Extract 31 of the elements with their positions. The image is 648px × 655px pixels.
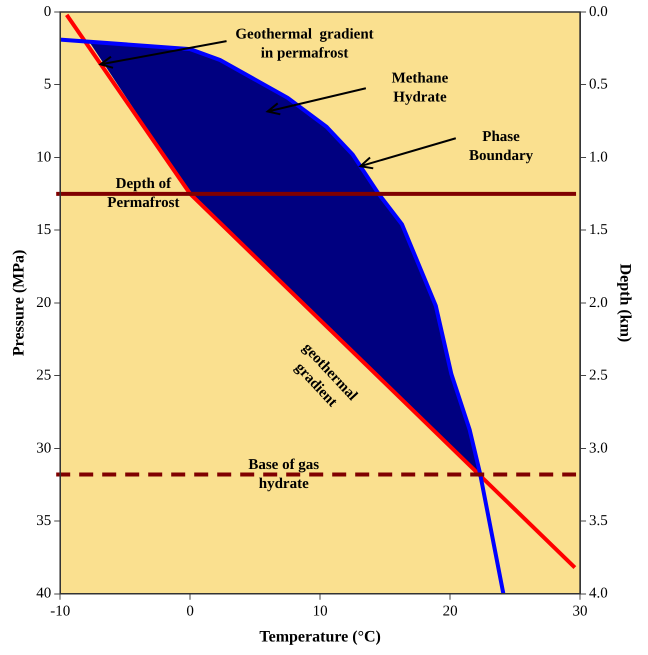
x-tick-label: 10 (312, 604, 328, 620)
annotation: Geothermal gradient in permafrost (235, 26, 374, 62)
x-tick-label: 30 (572, 604, 588, 620)
y2-tick-label: 4.0 (589, 586, 608, 602)
y2-axis-title: Depth (km) (616, 264, 634, 342)
y-tick-label: 35 (36, 513, 52, 530)
y-axis-title: Pressure (MPa) (10, 250, 28, 356)
y-tick-label: 10 (36, 149, 52, 166)
x-axis-title: Temperature (°C) (259, 628, 381, 646)
y2-tick-label: 3.5 (589, 513, 608, 530)
y2-tick-label: 0.5 (589, 76, 608, 93)
y-tick-label: 0 (44, 4, 52, 20)
ref-line-label: Base of gas hydrate (248, 456, 320, 492)
annotation: Phase Boundary (468, 128, 534, 164)
y2-tick-label: 3.0 (589, 440, 608, 456)
x-tick-label: 0 (186, 604, 194, 620)
y2-tick-label: 2.0 (589, 294, 608, 311)
x-tick-label: -10 (50, 604, 70, 620)
y-tick-label: 40 (36, 586, 52, 602)
x-tick-label: 20 (442, 604, 458, 620)
ref-line-label: Depth of Permafrost (107, 176, 180, 212)
y2-tick-label: 1.0 (589, 149, 608, 166)
annotation: Methane Hydrate (392, 70, 449, 106)
y2-tick-label: 2.5 (589, 368, 608, 384)
y-tick-label: 25 (36, 368, 52, 384)
y-tick-label: 15 (36, 222, 52, 238)
y2-tick-label: 0.0 (589, 4, 608, 20)
y-tick-label: 30 (36, 440, 52, 456)
y2-tick-label: 1.5 (589, 222, 608, 238)
y-tick-label: 5 (44, 76, 52, 93)
y-tick-label: 20 (36, 294, 52, 311)
